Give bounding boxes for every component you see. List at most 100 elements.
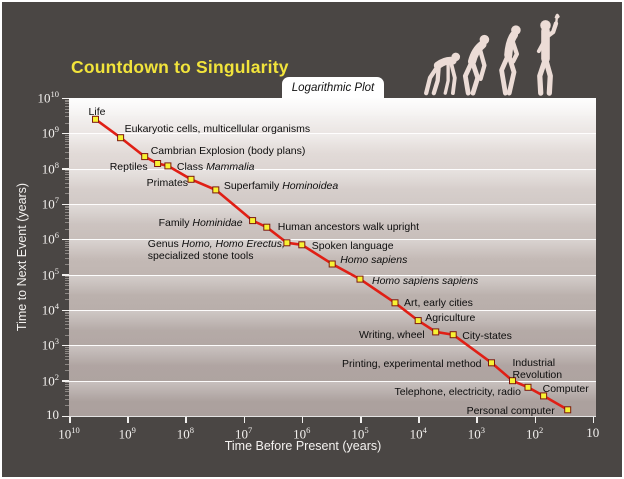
y-minor-tick-mark: [65, 172, 69, 174]
x-tick-label: 107: [234, 425, 253, 442]
plot-band: [69, 345, 596, 381]
y-minor-tick-mark: [65, 151, 69, 153]
event-label: Human ancestors walk upright: [277, 221, 419, 234]
y-minor-tick-mark: [65, 207, 69, 209]
y-minor-tick-mark: [65, 249, 69, 251]
x-tick-mark: [534, 417, 537, 423]
y-minor-tick-mark: [65, 391, 69, 393]
data-point-marker: [117, 134, 125, 142]
x-tick-label: 103: [467, 425, 486, 442]
y-tick-mark: [62, 168, 69, 170]
y-minor-tick-mark: [65, 179, 69, 181]
data-point-marker: [212, 186, 220, 194]
y-minor-tick-mark: [65, 99, 69, 101]
event-label: Genus Homo, Homo Erectus, specialized sto…: [147, 237, 285, 262]
y-minor-tick-mark: [65, 134, 69, 136]
decade-gridline: [69, 168, 596, 170]
decade-gridline: [69, 274, 596, 276]
event-label: Eukaryotic cells, multicellular organism…: [124, 122, 311, 135]
y-minor-tick-mark: [65, 141, 69, 143]
y-minor-tick-mark: [65, 299, 69, 301]
y-minor-tick-mark: [65, 363, 69, 365]
data-point-marker: [524, 383, 532, 391]
x-tick-label: 104: [409, 425, 427, 442]
x-tick-mark: [69, 417, 71, 423]
y-minor-tick-mark: [65, 313, 69, 315]
plot-band: [69, 168, 596, 204]
data-point-marker: [449, 331, 457, 339]
data-point-marker: [164, 162, 172, 170]
y-minor-tick-mark: [65, 394, 69, 396]
y-minor-tick-mark: [65, 276, 69, 278]
y-minor-tick-mark: [65, 116, 69, 118]
plot-band: [69, 310, 596, 346]
y-minor-tick-mark: [65, 386, 69, 388]
y-tick-label: 106: [41, 230, 59, 247]
y-minor-tick-mark: [65, 174, 69, 176]
y-minor-tick-mark: [65, 348, 69, 350]
event-label: Homo sapiens: [340, 254, 408, 267]
y-minor-tick-mark: [65, 103, 69, 105]
x-tick-label: 108: [176, 425, 195, 442]
decade-gridline: [69, 380, 596, 382]
event-label: Spoken language: [311, 239, 394, 252]
x-tick-label: 106: [293, 425, 311, 442]
y-minor-tick-mark: [65, 158, 69, 160]
event-label: Primates: [146, 177, 189, 190]
x-tick-label: 10: [586, 425, 600, 440]
x-tick-mark: [360, 417, 362, 423]
y-tick-label: 102: [41, 371, 59, 388]
event-label: Life: [88, 106, 106, 119]
y-minor-tick-mark: [65, 222, 69, 224]
decade-gridline: [69, 239, 596, 241]
y-minor-tick-mark: [65, 187, 69, 189]
y-axis-title: Time to Next Event (years): [15, 182, 29, 332]
y-minor-tick-mark: [65, 108, 69, 110]
y-minor-tick-mark: [65, 382, 69, 384]
y-minor-tick-mark: [65, 311, 69, 313]
y-minor-tick-mark: [65, 218, 69, 220]
y-minor-tick-mark: [65, 282, 69, 284]
y-minor-tick-mark: [65, 147, 69, 149]
plot-band: [69, 239, 596, 275]
data-point-marker: [283, 239, 291, 247]
event-label: Printing, experimental method: [342, 357, 482, 370]
decade-gridline: [69, 133, 596, 135]
y-tick-mark: [62, 132, 69, 135]
x-tick-label: 102: [525, 425, 544, 442]
y-tick-mark: [62, 203, 69, 205]
y-minor-tick-mark: [65, 278, 69, 280]
x-tick-mark: [243, 417, 246, 423]
data-line: [94, 118, 569, 411]
y-tick-label: 107: [41, 195, 59, 212]
y-minor-tick-mark: [65, 182, 69, 184]
x-tick-mark: [592, 417, 595, 423]
y-minor-tick-mark: [65, 359, 69, 361]
event-label: Telephone, electricity, radio: [394, 386, 521, 399]
event-label: Writing, wheel: [358, 328, 425, 341]
x-axis-line: [69, 416, 596, 417]
y-tick-mark: [62, 415, 69, 417]
x-tick-mark: [418, 417, 420, 423]
y-minor-tick-mark: [65, 240, 69, 242]
event-label: Computer: [542, 382, 589, 395]
data-point-marker: [540, 392, 548, 400]
event-label: Art, early cities: [404, 296, 473, 309]
plot-band: [69, 98, 596, 134]
y-minor-tick-mark: [65, 285, 69, 287]
event-label: City-states: [462, 329, 512, 342]
y-minor-tick-mark: [65, 355, 69, 357]
plot-area: Life Eukaryotic cells, multicellular orga…: [69, 98, 596, 417]
y-minor-tick-mark: [65, 112, 69, 114]
event-label: Class Mammalia: [176, 160, 255, 173]
data-point-marker: [488, 359, 495, 367]
y-tick-label: 103: [41, 336, 59, 353]
x-axis-ticks: 1010 109 108 107 106 105 104 103 102 10: [58, 416, 600, 466]
y-minor-tick-mark: [65, 315, 69, 317]
y-minor-tick-mark: [65, 205, 69, 207]
y-minor-tick-mark: [65, 405, 69, 407]
x-tick-mark: [301, 417, 304, 423]
march-of-progress-evolution-icon: [424, 13, 560, 96]
y-minor-tick-mark: [65, 170, 69, 172]
